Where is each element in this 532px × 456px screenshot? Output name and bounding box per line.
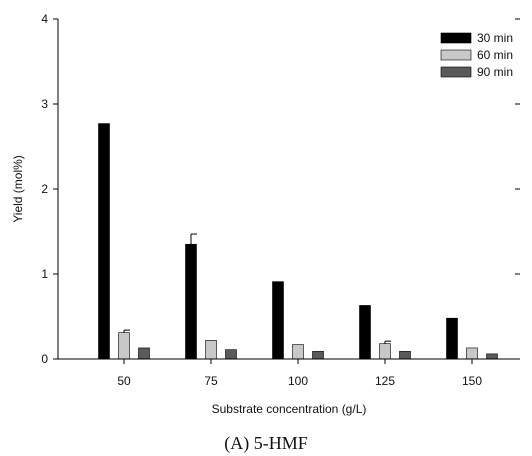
- y-axis-label: Yield (mol%): [11, 155, 25, 223]
- x-tick-label: 150: [462, 374, 482, 388]
- bar-30-min-50: [98, 123, 110, 360]
- chart-title: (A) 5-HMF: [224, 433, 308, 454]
- y-tick-label: 3: [41, 97, 48, 111]
- bar-60-min-50: [118, 332, 130, 360]
- legend-label: 60 min: [477, 48, 513, 62]
- bar-30-min-150: [446, 317, 458, 360]
- y-tick-label: 1: [41, 267, 48, 281]
- x-axis-label: Substrate concentration (g/L): [212, 402, 367, 416]
- bar-90-min-75: [225, 349, 237, 360]
- x-axis-ticks: 50 75 100 125 150: [117, 359, 482, 388]
- y-tick-label: 4: [41, 12, 48, 26]
- bar-90-min-125: [399, 351, 411, 360]
- x-tick-label: 75: [204, 374, 218, 388]
- bar-30-min-75: [185, 243, 197, 360]
- bar-30-min-100: [272, 281, 284, 360]
- bar-60-min-100: [292, 344, 304, 360]
- legend: 30 min 60 min 90 min: [440, 31, 513, 79]
- x-tick-label: 50: [117, 374, 131, 388]
- y-tick-label: 0: [41, 352, 48, 366]
- legend-label: 30 min: [477, 31, 513, 45]
- legend-label: 90 min: [477, 65, 513, 79]
- legend-swatch: [440, 32, 472, 44]
- bar-60-min-125: [379, 343, 391, 360]
- bar-90-min-150: [486, 353, 498, 360]
- bar-90-min-50: [138, 347, 150, 360]
- x-tick-label: 125: [375, 374, 395, 388]
- legend-swatch: [440, 66, 472, 78]
- legend-swatch: [440, 49, 472, 61]
- bars-layer: [98, 123, 498, 360]
- x-tick-label: 100: [288, 374, 308, 388]
- y-tick-label: 2: [41, 182, 48, 196]
- bar-30-min-125: [359, 305, 371, 360]
- y-axis-ticks: 0 1 2 3 4: [41, 12, 520, 366]
- bar-60-min-150: [466, 347, 478, 360]
- bar-90-min-100: [312, 351, 324, 360]
- bar-60-min-75: [205, 339, 217, 360]
